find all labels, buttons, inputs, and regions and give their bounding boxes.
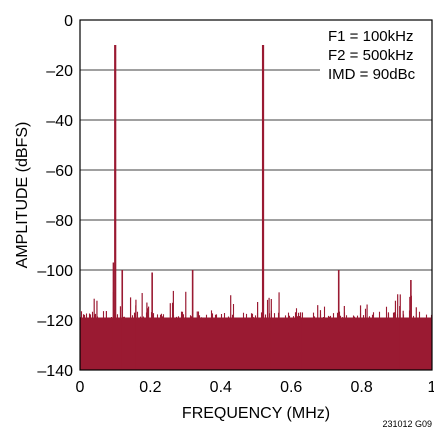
x-tick-label: 0.2 xyxy=(139,379,161,396)
y-tick-label: –120 xyxy=(37,313,73,330)
figure-id: 231012 G09 xyxy=(382,419,432,429)
y-tick-label: –100 xyxy=(37,263,73,280)
x-tick-label: 1 xyxy=(428,379,434,396)
annotation-f2: F2 = 500kHz xyxy=(328,47,413,64)
annotation-imd: IMD = 90dBc xyxy=(328,66,416,83)
x-tick-label: 0.6 xyxy=(280,379,302,396)
tone-lines xyxy=(114,45,265,370)
legend-box xyxy=(320,21,432,79)
y-axis-title: AMPLITUDE (dBFS) xyxy=(14,122,31,269)
y-tick-label: 0 xyxy=(64,13,73,30)
noise-floor xyxy=(79,299,433,370)
y-tick-labels: 0 –20 –40 –60 –80 –100 –120 –140 xyxy=(37,13,73,380)
x-tick-labels: 0 0.2 0.4 0.6 0.8 1 xyxy=(76,379,434,396)
x-tick-label: 0 xyxy=(76,379,85,396)
y-tick-label: –20 xyxy=(46,63,73,80)
y-tick-label: –80 xyxy=(46,213,73,230)
annotation-f1: F1 = 100kHz xyxy=(328,28,413,45)
x-tick-label: 0.8 xyxy=(350,379,372,396)
plot-frame xyxy=(79,19,433,371)
y-tick-label: –40 xyxy=(46,113,73,130)
grid xyxy=(80,69,432,321)
y-tick-label: –60 xyxy=(46,163,73,180)
x-tick-label: 0.4 xyxy=(210,379,232,396)
y-tick-label: –140 xyxy=(37,363,73,380)
x-axis-title: FREQUENCY (MHz) xyxy=(182,405,330,422)
noise-floor-fill xyxy=(80,317,432,370)
